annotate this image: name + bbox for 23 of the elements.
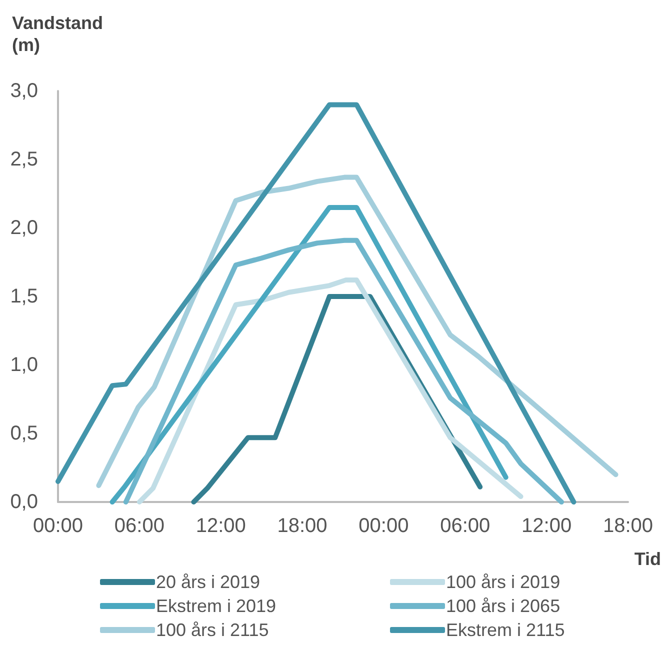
x-axis-title: Tid: [634, 549, 661, 569]
x-tick-label: 06:00: [114, 515, 164, 537]
y-tick-label: 2,5: [10, 148, 38, 170]
y-tick-label: 3,0: [10, 80, 38, 102]
x-tick-label: 06:00: [440, 515, 490, 537]
legend-label: Ekstrem i 2019: [156, 596, 276, 616]
x-tick-label: 18:00: [277, 515, 328, 537]
x-tick-label: 12:00: [522, 515, 572, 537]
legend-label: 100 års i 2115: [156, 620, 269, 640]
y-tick-label: 0,0: [10, 491, 38, 513]
legend-label: 20 års i 2019: [156, 572, 260, 592]
y-tick-label: 2,0: [10, 217, 38, 239]
legend-label: 100 års i 2065: [446, 596, 560, 616]
x-tick-label: 00:00: [358, 515, 409, 537]
y-axis-title: Vandstand (m): [12, 13, 104, 55]
y-tick-label: 1,0: [10, 354, 38, 376]
legend-label: 100 års i 2019: [446, 572, 560, 592]
x-tick-label: 00:00: [32, 515, 84, 537]
y-tick-label: 1,5: [10, 286, 38, 308]
legend-label: Ekstrem i 2115: [446, 620, 565, 640]
x-tick-label: 12:00: [196, 515, 246, 537]
x-tick-label: 18:00: [602, 515, 654, 537]
y-tick-label: 0,5: [10, 422, 38, 444]
